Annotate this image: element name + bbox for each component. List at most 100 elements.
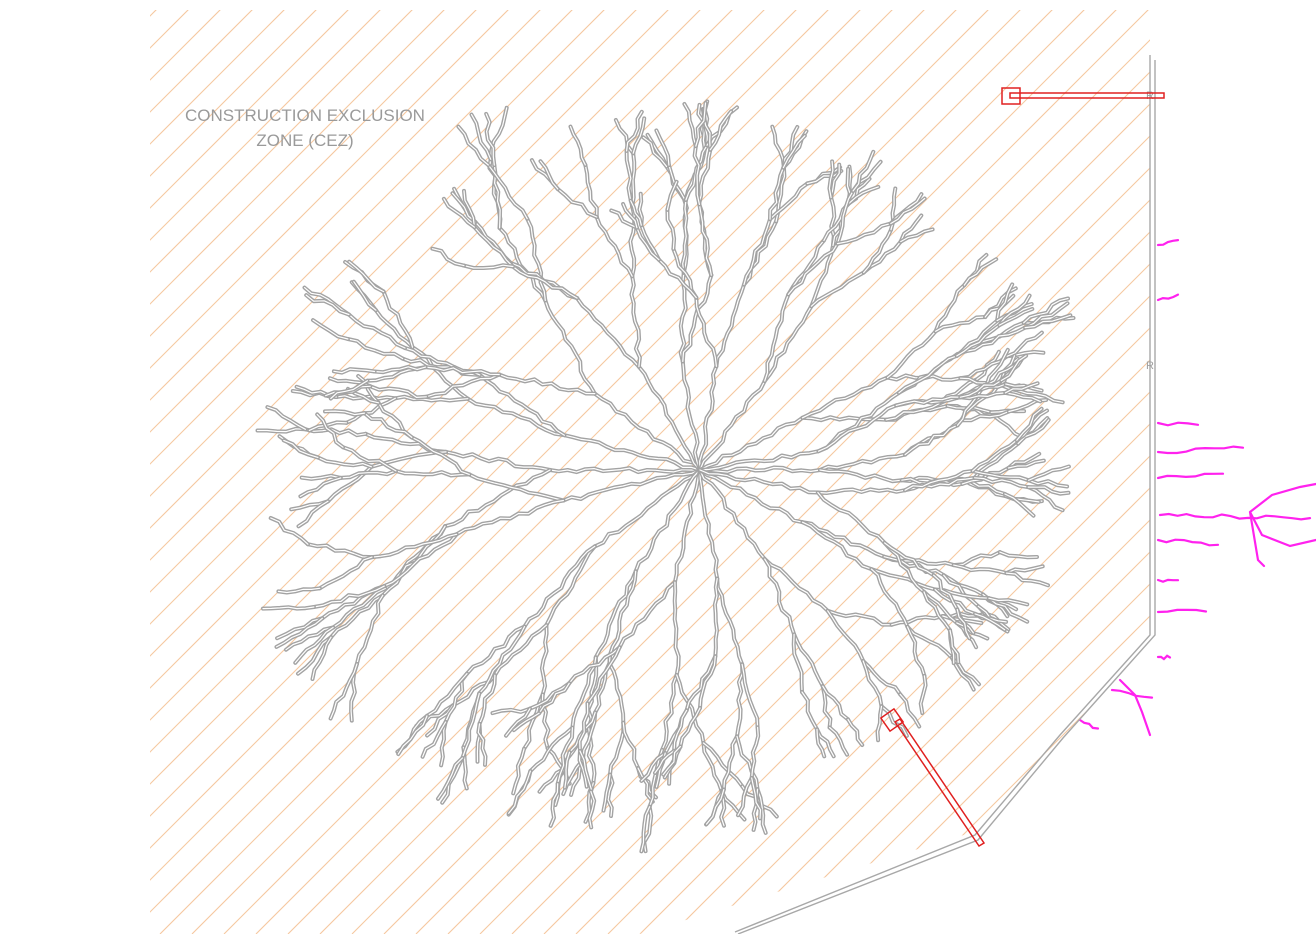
- root-segment: [786, 238, 826, 297]
- cut-root: [1156, 472, 1225, 480]
- hatch-line: [607, 10, 1150, 934]
- root-segment: [624, 148, 635, 209]
- root-segment: [315, 455, 374, 469]
- root-segment: [356, 374, 381, 405]
- root-segment: [781, 125, 800, 170]
- hatch-line: [1152, 0, 1316, 934]
- root-segment: [818, 468, 904, 484]
- root-segment: [882, 554, 946, 578]
- root-segment: [354, 593, 385, 666]
- root-segment: [609, 208, 639, 230]
- root-segment: [755, 787, 768, 835]
- hatch-line: [575, 10, 1150, 934]
- root-segment: [1005, 330, 1044, 359]
- root-segment: [791, 632, 804, 694]
- root-segment: [344, 396, 398, 425]
- root-segment: [721, 734, 739, 792]
- root-segment: [898, 227, 935, 244]
- hatch-line: [0, 0, 134, 934]
- root-segment: [467, 472, 566, 503]
- root-segment: [697, 364, 719, 472]
- root-segment: [903, 423, 960, 457]
- cut-root: [1156, 578, 1180, 583]
- root-segment: [548, 781, 560, 828]
- root-segment: [861, 227, 893, 275]
- root-segment: [786, 241, 840, 297]
- root-segment: [1016, 388, 1065, 405]
- root-segment: [959, 409, 1011, 423]
- root-segment: [693, 101, 708, 149]
- root-segment: [617, 580, 677, 650]
- root-segment: [680, 273, 714, 364]
- root-segment: [310, 635, 334, 681]
- root-segment: [941, 573, 981, 609]
- root-segment: [960, 466, 1011, 486]
- root-segment: [701, 741, 724, 793]
- root-segment: [504, 706, 532, 738]
- hatch-line: [150, 10, 263, 934]
- root-segment: [701, 741, 745, 789]
- root-segment: [522, 544, 597, 629]
- hatch-line: [639, 10, 1150, 934]
- root-segment: [347, 259, 386, 294]
- root-segment: [578, 749, 594, 792]
- root-segment: [973, 611, 1007, 632]
- root-segment: [510, 264, 580, 301]
- root-segment: [661, 744, 683, 777]
- cut-root: [1156, 239, 1180, 247]
- hatch-line: [479, 10, 1150, 934]
- root-segment: [672, 708, 689, 753]
- root-segment: [409, 435, 472, 477]
- root-segment: [450, 191, 478, 225]
- root-segment: [456, 124, 491, 167]
- root-segment: [712, 576, 720, 659]
- root-segment: [477, 372, 567, 438]
- root-segment: [265, 405, 308, 432]
- root-segment: [851, 149, 876, 193]
- red-marker-bottom: [879, 707, 986, 848]
- root-segment: [462, 188, 477, 230]
- cut-root: [1158, 512, 1312, 521]
- root-segment: [396, 713, 429, 757]
- root-segment: [762, 557, 797, 637]
- root-segment: [736, 776, 754, 818]
- root-segment: [792, 632, 825, 689]
- root-segment: [1004, 564, 1045, 576]
- root-segment: [338, 468, 398, 480]
- root-segment: [608, 720, 626, 777]
- root-segment: [918, 673, 928, 715]
- cut-root: [1110, 688, 1154, 699]
- root-segment: [697, 202, 714, 278]
- root-segment: [888, 196, 927, 226]
- root-segment: [613, 118, 636, 156]
- root-segment: [561, 468, 702, 503]
- root-segment: [1016, 417, 1051, 446]
- root-segment: [293, 625, 336, 665]
- root-segment: [592, 391, 702, 472]
- root-segment: [762, 557, 830, 613]
- cut-root: [1248, 482, 1316, 568]
- root-segment: [1021, 296, 1070, 325]
- root-segment: [311, 318, 350, 341]
- hatch-line: [1280, 0, 1316, 934]
- root-segment: [894, 395, 963, 408]
- root-segment: [654, 128, 671, 168]
- root-segment: [1026, 464, 1071, 483]
- root-segment: [636, 364, 702, 472]
- root-segment: [302, 285, 351, 317]
- root-segment: [362, 411, 414, 440]
- root-segment: [847, 184, 881, 206]
- hatch-line: [150, 10, 583, 934]
- root-segment: [749, 725, 761, 780]
- root-segment: [665, 179, 679, 212]
- hatch-line: [150, 10, 1031, 934]
- root-segment: [684, 654, 718, 713]
- root-segment: [846, 717, 865, 747]
- hatch-line: [703, 10, 1150, 934]
- root-segment: [328, 662, 359, 721]
- hatch-line: [1184, 0, 1316, 934]
- root-segment: [672, 580, 681, 677]
- root-segment: [951, 563, 1009, 576]
- root-segment: [323, 409, 367, 417]
- root-segment: [800, 520, 887, 559]
